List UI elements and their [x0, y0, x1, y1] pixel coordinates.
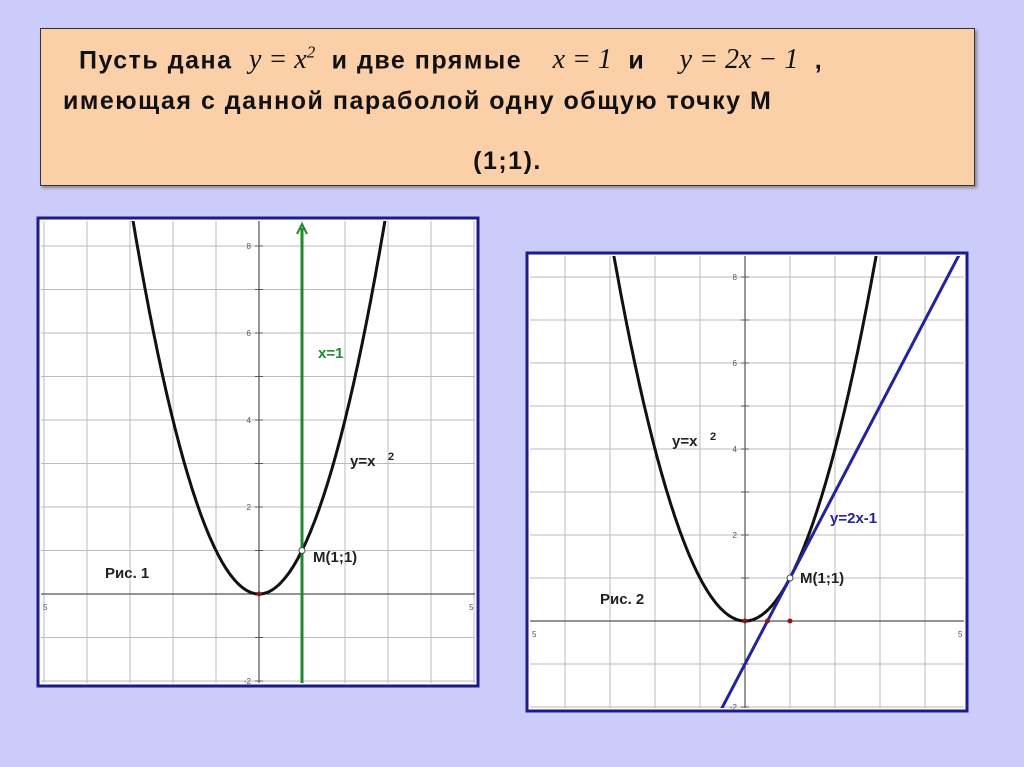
point: [786, 574, 794, 582]
header-line: Пусть дана y = x2 и две прямые x = 1 и y…: [79, 43, 823, 76]
y-tick-label: -2: [730, 703, 738, 712]
text: и две прямые: [331, 46, 523, 75]
y-tick-label: 6: [247, 329, 252, 338]
arrow-head: [296, 221, 308, 235]
x-tick-label: 5: [469, 603, 474, 612]
x-tick-label: 5: [43, 603, 48, 612]
point: [787, 618, 793, 624]
plot: [41, 221, 475, 683]
y-tick-label: 4: [247, 416, 252, 425]
y-tick-label: 6: [733, 359, 738, 368]
caption: Рис. 1: [105, 565, 149, 582]
parabola-label: y=x: [672, 433, 698, 450]
header-box: Пусть дана y = x2 и две прямые x = 1 и y…: [40, 28, 975, 186]
point: [298, 547, 306, 554]
point: [256, 591, 262, 597]
line-label: y=2x-1: [830, 510, 877, 527]
x-tick-label: 5: [958, 630, 963, 639]
formula-text: y = x: [248, 44, 307, 76]
superscript: 2: [388, 451, 394, 463]
point: [765, 618, 770, 624]
figure-frame: [36, 216, 480, 688]
y-tick-label: 2: [733, 531, 738, 540]
formula: y = x2: [248, 43, 316, 76]
figure: 8 6 4 2 -2 5 5 y=2x-1 y=x 2 M(1;1) Рис. 2: [525, 251, 969, 713]
line-graph: [720, 256, 961, 708]
x-tick-label: 5: [532, 630, 537, 639]
text: ,: [814, 46, 824, 75]
y-tick-label: 8: [733, 273, 738, 282]
header-line: (1;1).: [473, 147, 542, 175]
point-label: M(1;1): [800, 570, 844, 587]
y-tick-label: 8: [247, 242, 252, 251]
parabola-label: y=x: [350, 453, 376, 470]
y-tick-label: 4: [733, 445, 738, 454]
header-line: имеющая с данной параболой одну общую то…: [63, 87, 773, 115]
figure-frame: [525, 251, 969, 713]
formula: x = 1: [552, 44, 612, 76]
figure: 8 6 4 2 -2 5 5 x=1 y=x 2 M(1;1) Рис. 1: [36, 216, 480, 688]
formula: y = 2x − 1: [679, 44, 799, 76]
line-label: x=1: [318, 345, 343, 362]
plot: [530, 256, 964, 708]
superscript: 2: [710, 431, 716, 443]
point: [742, 618, 748, 624]
point-label: M(1;1): [313, 549, 357, 566]
text: Пусть дана: [79, 46, 233, 75]
caption: Рис. 2: [600, 591, 644, 608]
text: и: [628, 46, 646, 75]
superscript: 2: [306, 43, 316, 62]
y-tick-label: -2: [244, 677, 252, 686]
y-tick-label: 2: [247, 503, 252, 512]
